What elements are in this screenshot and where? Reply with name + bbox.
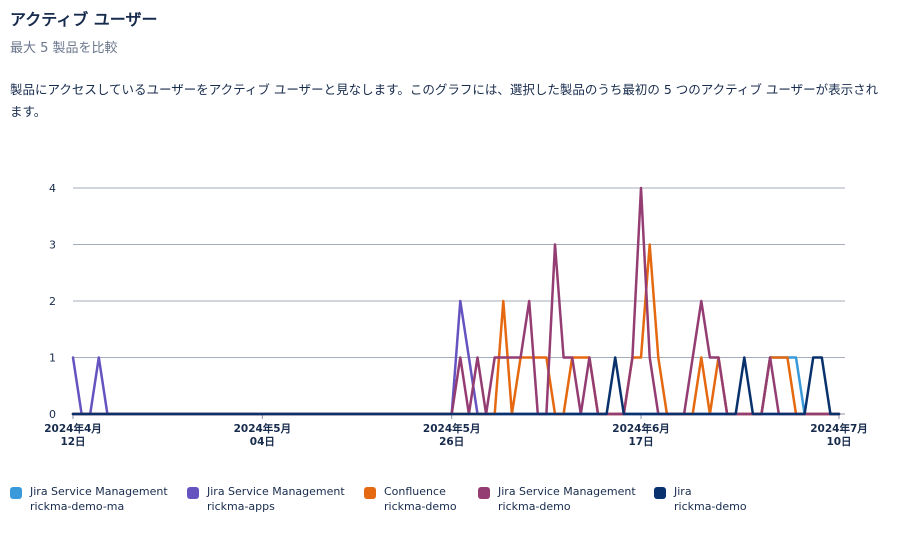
- y-tick-label: 1: [49, 352, 56, 365]
- chart-description: 製品にアクセスしているユーザーをアクティブ ユーザーと見なします。このグラフには…: [10, 82, 879, 119]
- y-tick-label: 4: [49, 182, 56, 195]
- series-line-4[interactable]: [71, 356, 841, 416]
- legend-series-site: rickma-demo: [498, 500, 571, 513]
- x-tick-label-month: 2024年7月: [810, 422, 868, 435]
- legend-series-name: Jira Service Management: [498, 485, 636, 498]
- legend-series-name: Jira: [674, 485, 692, 498]
- x-tick-label-day: 26日: [439, 436, 464, 448]
- x-tick-label-month: 2024年6月: [612, 422, 670, 435]
- legend-swatch: [478, 487, 490, 499]
- x-tick-label-month: 2024年5月: [234, 422, 292, 435]
- x-tick-label-month: 2024年5月: [423, 422, 481, 435]
- page-subtitle: 最大 5 製品を比較: [10, 41, 118, 56]
- legend-series-name: Jira Service Management: [30, 485, 168, 498]
- gridlines: [73, 187, 845, 415]
- x-tick-label-day: 12日: [60, 436, 85, 448]
- y-axis-ticks: 0 1 2 3 4: [49, 182, 56, 421]
- legend-swatch: [10, 487, 22, 499]
- series-line-3[interactable]: [71, 186, 841, 416]
- legend-series-name: Jira Service Management: [207, 485, 345, 498]
- legend-series-site: rickma-demo: [674, 500, 747, 513]
- legend-series-name: Confluence: [384, 485, 446, 498]
- legend-series-site: rickma-demo-ma: [30, 500, 125, 513]
- x-tick-label-day: 04日: [250, 436, 275, 448]
- x-tick-label-month: 2024年4月: [44, 422, 102, 435]
- x-tick-label-day: 10日: [826, 436, 851, 448]
- y-tick-label: 2: [49, 295, 56, 308]
- legend-series-site: rickma-apps: [207, 500, 275, 513]
- x-axis-ticks: 2024年4月12日2024年5月04日2024年5月26日2024年6月17日…: [44, 414, 868, 448]
- y-tick-label: 0: [49, 408, 56, 421]
- page-title: アクティブ ユーザー: [10, 10, 158, 29]
- series-lines: [71, 186, 841, 416]
- legend-swatch: [364, 487, 376, 499]
- legend-swatch: [654, 487, 666, 499]
- legend-swatch: [187, 487, 199, 499]
- legend-series-site: rickma-demo: [384, 500, 457, 513]
- y-tick-label: 3: [49, 239, 56, 252]
- x-tick-label-day: 17日: [628, 436, 653, 448]
